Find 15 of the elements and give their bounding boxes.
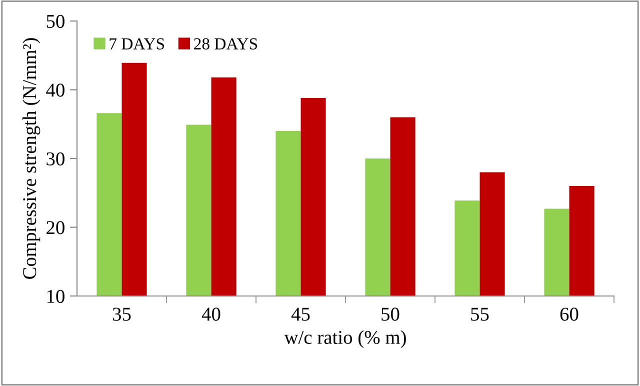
x-axis-title: w/c ratio (% m) [284, 330, 406, 348]
y-tick-label: 10 [47, 290, 64, 303]
x-tick-label: 40 [202, 308, 220, 321]
x-tick-label: 60 [560, 308, 578, 321]
y-axis-title: Compressive strength (N/mm²) [22, 38, 40, 279]
x-tick-label: 35 [112, 308, 131, 321]
legend-label: 7 DAYS [110, 38, 164, 50]
y-tick-label: 50 [46, 14, 64, 28]
y-tick-label: 40 [46, 84, 64, 97]
x-tick-label: 45 [291, 308, 310, 321]
x-tick-label: 50 [382, 308, 400, 321]
x-tick-label: 55 [471, 308, 489, 321]
legend-label: 28 DAYS [194, 38, 258, 50]
y-tick-label: 30 [46, 152, 64, 166]
y-tick-label: 20 [46, 221, 64, 234]
